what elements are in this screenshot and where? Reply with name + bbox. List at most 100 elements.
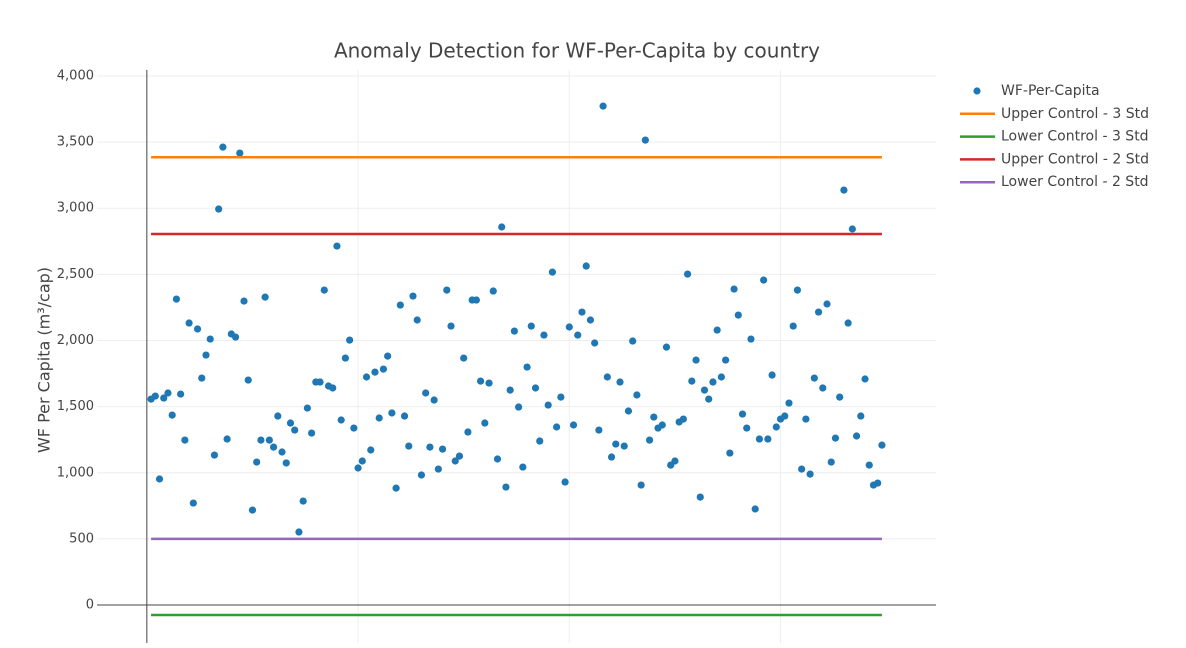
y-tick-label: 4,000 bbox=[57, 68, 94, 83]
data-point bbox=[620, 442, 628, 450]
data-point bbox=[185, 319, 193, 327]
data-point bbox=[827, 458, 835, 466]
data-point bbox=[848, 225, 856, 233]
data-point bbox=[785, 399, 793, 407]
data-point bbox=[248, 506, 257, 514]
data-point bbox=[498, 223, 506, 231]
y-tick-label: 3,500 bbox=[57, 135, 94, 150]
data-point bbox=[696, 493, 704, 501]
data-point bbox=[536, 437, 544, 445]
data-point bbox=[278, 448, 286, 456]
data-point bbox=[662, 343, 671, 351]
data-point bbox=[472, 296, 480, 304]
y-tick-label: 1,000 bbox=[57, 465, 94, 480]
data-point bbox=[181, 436, 189, 444]
y-axis-title: WF Per Capita (m³/cap) bbox=[35, 267, 54, 453]
data-point bbox=[595, 426, 603, 434]
data-point bbox=[705, 395, 713, 403]
data-point bbox=[527, 322, 535, 330]
data-point bbox=[493, 455, 502, 463]
data-point bbox=[658, 421, 666, 429]
data-point bbox=[743, 424, 751, 432]
data-point bbox=[253, 458, 261, 466]
data-point bbox=[506, 386, 514, 394]
data-point bbox=[806, 470, 814, 478]
data-point bbox=[836, 393, 844, 401]
data-point bbox=[375, 414, 383, 422]
data-point bbox=[700, 386, 709, 394]
data-point bbox=[257, 436, 265, 444]
data-point bbox=[481, 419, 489, 427]
data-point bbox=[261, 293, 269, 301]
legend-label: WF-Per-Capita bbox=[1001, 83, 1100, 99]
data-point bbox=[582, 262, 590, 270]
data-point bbox=[447, 322, 455, 330]
data-point bbox=[637, 481, 645, 489]
data-point bbox=[400, 412, 409, 420]
y-tick-label: 2,000 bbox=[57, 333, 94, 348]
data-point bbox=[189, 499, 197, 507]
data-point bbox=[413, 316, 421, 324]
data-point bbox=[265, 436, 273, 444]
data-point bbox=[223, 435, 231, 443]
data-point bbox=[852, 432, 861, 440]
data-point bbox=[455, 452, 464, 460]
data-point bbox=[772, 423, 780, 431]
data-point bbox=[409, 292, 417, 300]
data-point bbox=[388, 409, 396, 417]
legend-label: Lower Control - 2 Std bbox=[1001, 174, 1149, 190]
data-point bbox=[823, 300, 831, 308]
data-point bbox=[443, 286, 451, 294]
data-point bbox=[367, 446, 375, 454]
data-point bbox=[764, 435, 772, 443]
data-point bbox=[844, 319, 852, 327]
data-point bbox=[210, 451, 219, 459]
y-tick-label: 1,500 bbox=[57, 399, 94, 414]
data-point bbox=[878, 441, 886, 449]
data-point bbox=[308, 429, 316, 437]
data-point bbox=[354, 464, 362, 472]
data-point bbox=[396, 301, 404, 309]
data-point bbox=[607, 453, 616, 461]
data-point bbox=[485, 379, 493, 387]
data-point bbox=[565, 323, 573, 331]
data-point bbox=[633, 391, 641, 399]
data-point bbox=[392, 484, 400, 492]
data-point bbox=[709, 378, 717, 386]
data-point bbox=[426, 443, 434, 451]
data-point bbox=[405, 442, 413, 450]
data-point bbox=[164, 389, 172, 397]
legend-label: Lower Control - 3 Std bbox=[1001, 129, 1149, 145]
data-point bbox=[198, 374, 206, 382]
data-point bbox=[612, 440, 620, 448]
data-point bbox=[747, 335, 755, 343]
legend-label: Upper Control - 3 Std bbox=[1001, 106, 1149, 122]
data-point bbox=[206, 335, 214, 343]
data-point bbox=[151, 392, 159, 400]
data-point bbox=[738, 410, 747, 418]
data-point bbox=[755, 435, 764, 443]
data-point bbox=[460, 354, 468, 362]
data-point bbox=[434, 465, 442, 473]
data-point bbox=[730, 285, 738, 293]
data-point bbox=[578, 308, 586, 316]
data-point bbox=[240, 297, 248, 305]
data-point bbox=[177, 390, 185, 398]
data-point bbox=[857, 412, 865, 420]
data-point bbox=[591, 339, 599, 347]
data-point bbox=[451, 457, 459, 465]
chart-title: Anomaly Detection for WF-Per-Capita by c… bbox=[334, 39, 820, 63]
data-point bbox=[337, 416, 345, 424]
data-point bbox=[789, 322, 797, 330]
data-point bbox=[515, 403, 523, 411]
data-point bbox=[295, 528, 303, 536]
data-point bbox=[717, 373, 725, 381]
data-point bbox=[865, 461, 873, 469]
data-point bbox=[814, 308, 823, 316]
y-tick-label: 2,500 bbox=[57, 267, 94, 282]
data-point bbox=[574, 331, 582, 339]
data-point bbox=[819, 384, 827, 392]
data-point bbox=[286, 419, 295, 427]
data-point bbox=[160, 394, 168, 402]
